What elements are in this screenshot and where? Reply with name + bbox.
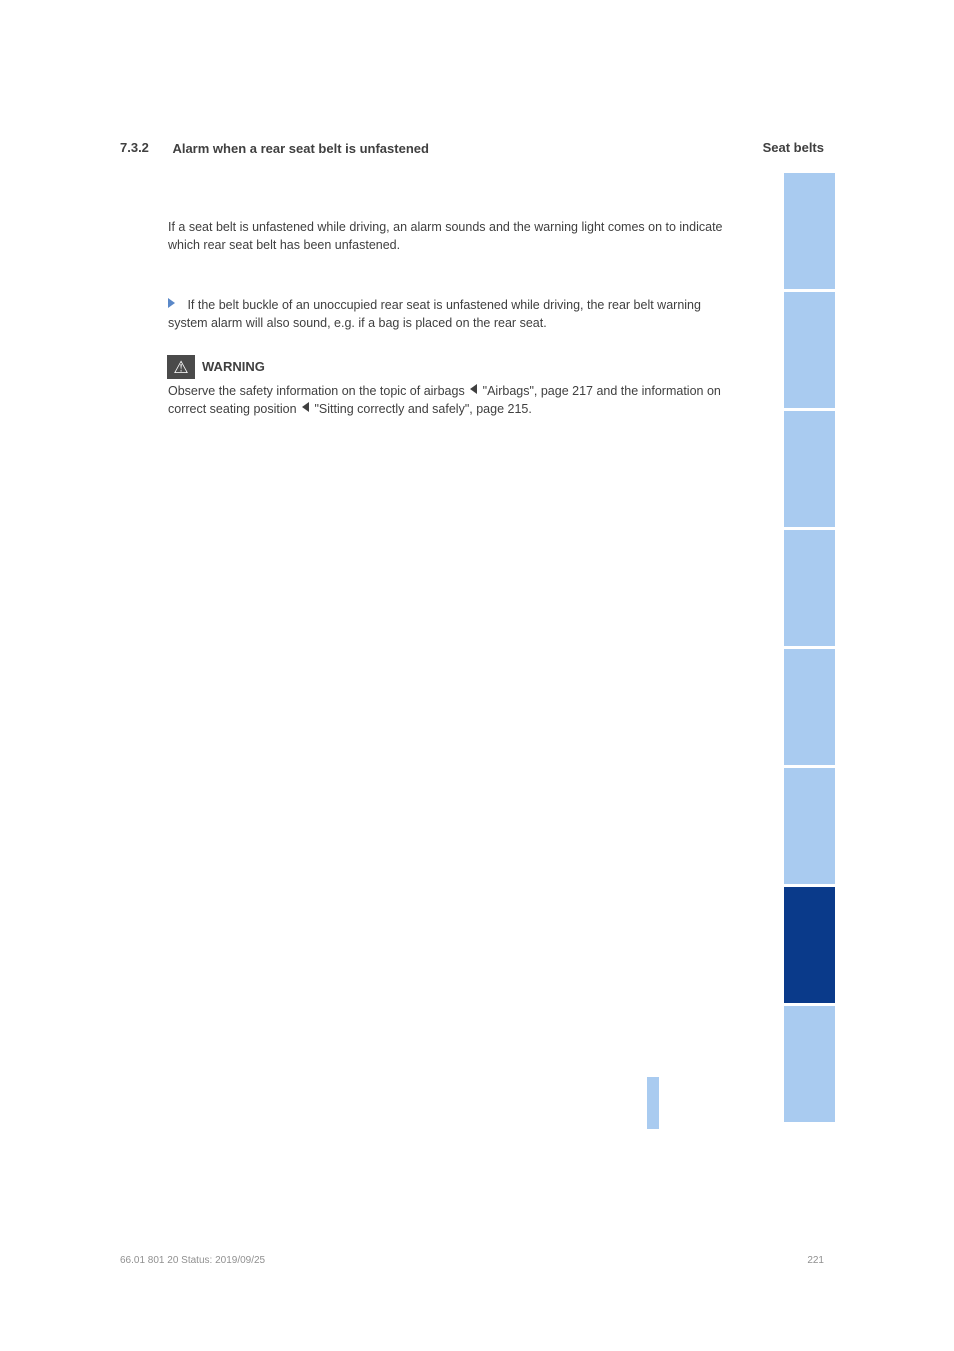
side-tab-1[interactable] [784,173,835,289]
warning-label: WARNING [202,359,265,374]
section-header: 7.3.2 Alarm when a rear seat belt is unf… [120,140,740,158]
side-tab-2[interactable] [784,292,835,408]
page-marker [647,1077,659,1129]
warning-body: Observe the safety information on the to… [168,382,738,418]
warning-triangle-icon: ⚠ [173,359,188,376]
section-number: 7.3.2 [120,140,168,155]
footer-page-number: 221 [807,1255,824,1266]
side-tab-3[interactable] [784,411,835,527]
side-tabs [784,173,835,1125]
notice-text: If the belt buckle of an unoccupied rear… [168,298,701,330]
cross-ref-marker-icon [302,402,309,412]
side-tab-4[interactable] [784,530,835,646]
warning-body-suffix: "Sitting correctly and safely", page 215… [315,402,532,416]
system-notice: If the belt buckle of an unoccupied rear… [168,296,738,332]
intro-paragraph: If a seat belt is unfastened while drivi… [168,218,738,254]
warning-icon-box: ⚠ [167,355,195,379]
footer-left: 66.01 801 20 Status: 2019/09/25 [120,1255,265,1266]
notice-marker-icon [168,298,175,308]
side-tab-7[interactable] [784,887,835,1003]
side-tab-5[interactable] [784,649,835,765]
side-tab-6[interactable] [784,768,835,884]
section-category: Seat belts [763,140,824,155]
side-tab-8[interactable] [784,1006,835,1122]
document-page: 7.3.2 Alarm when a rear seat belt is unf… [0,0,954,1351]
warning-body-prefix: Observe the safety information on the to… [168,384,468,398]
cross-ref-marker-icon [470,384,477,394]
section-title: Alarm when a rear seat belt is unfastene… [172,141,428,156]
